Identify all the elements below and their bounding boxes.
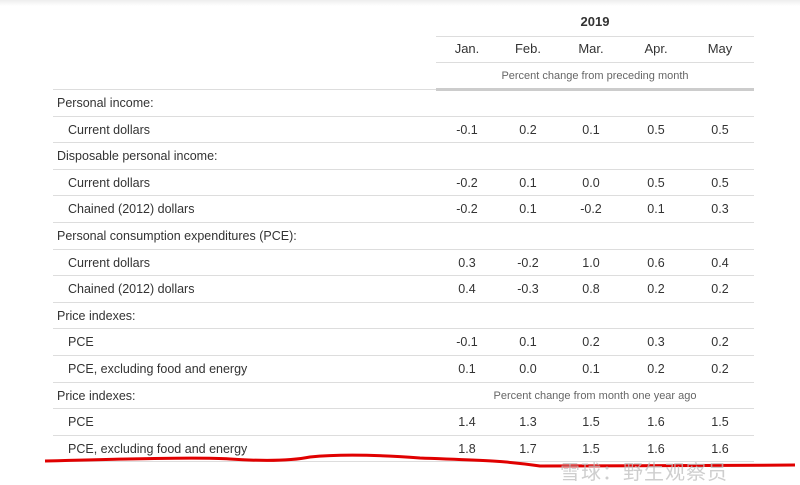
row-label: Personal income: xyxy=(57,96,154,110)
cell-value: 0.5 xyxy=(711,122,729,137)
cell-value: 1.3 xyxy=(519,415,537,430)
top-shadow xyxy=(0,0,800,6)
row-label: Personal consumption expenditures (PCE): xyxy=(57,229,297,243)
divider xyxy=(53,89,436,90)
cell-value: 0.1 xyxy=(519,175,537,190)
month-header: Apr. xyxy=(644,41,668,56)
month-header: Mar. xyxy=(578,41,604,56)
cell-value: -0.2 xyxy=(456,175,478,190)
cell-value: 0.3 xyxy=(458,255,476,270)
divider-thick xyxy=(436,88,754,91)
cell-value: 0.2 xyxy=(582,335,600,350)
subtitle-yearly: Percent change from month one year ago xyxy=(493,389,697,402)
cell-value: 1.4 xyxy=(458,415,476,430)
cell-value: 0.5 xyxy=(647,122,665,137)
row-label: PCE, excluding food and energy xyxy=(68,441,248,456)
cell-value: 0.1 xyxy=(582,122,600,137)
table-row: Current dollars -0.2 0.1 0.0 0.5 0.5 xyxy=(53,170,754,197)
month-header: May xyxy=(707,41,733,56)
table-row: Chained (2012) dollars 0.4 -0.3 0.8 0.2 0.2 xyxy=(53,276,754,303)
cell-value: 1.8 xyxy=(458,441,476,456)
cell-value: 0.2 xyxy=(519,122,537,137)
cell-value: 0.2 xyxy=(711,282,729,297)
cell-value: 0.2 xyxy=(711,362,729,376)
cell-value: 0.1 xyxy=(519,202,537,217)
table-row: PCE, excluding food and energy 0.1 0.0 0.1 0… xyxy=(53,356,754,383)
cell-value: 0.2 xyxy=(647,282,665,297)
year-header: 2019 xyxy=(580,14,610,29)
cell-value: 0.6 xyxy=(647,255,665,270)
cell-value: -0.1 xyxy=(456,122,478,137)
row-label: Current dollars xyxy=(68,175,150,190)
cell-value: -0.2 xyxy=(517,255,539,270)
row-label: Price indexes: xyxy=(57,308,136,323)
table-row: PCE, excluding food and energy 1.8 1.7 1.5 1… xyxy=(53,436,754,463)
cell-value: 1.6 xyxy=(647,415,665,430)
section-row: Disposable personal income: xyxy=(53,143,754,170)
cell-value: 0.8 xyxy=(582,282,600,297)
cell-value: -0.1 xyxy=(456,335,478,350)
cell-value: 1.5 xyxy=(582,441,600,456)
cell-value: -0.3 xyxy=(517,282,539,297)
cell-value: 0.1 xyxy=(582,362,600,376)
cell-value: 0.2 xyxy=(711,335,729,350)
table-row: PCE -0.1 0.1 0.2 0.3 0.2 xyxy=(53,329,754,356)
month-header: Feb. xyxy=(514,41,541,56)
table-row: Current dollars 0.3 -0.2 1.0 0.6 0.4 xyxy=(53,250,754,277)
table-row: PCE 1.4 1.3 1.5 1.6 1.5 xyxy=(53,409,754,436)
cell-value: 1.7 xyxy=(519,441,537,456)
month-header: Jan. xyxy=(454,41,480,56)
cell-value: 0.2 xyxy=(647,362,665,376)
row-label: PCE, excluding food and energy xyxy=(68,362,248,376)
cell-value: 0.1 xyxy=(647,202,665,217)
cell-value: 0.4 xyxy=(711,255,729,270)
row-label: PCE xyxy=(68,335,94,350)
cell-value: 0.0 xyxy=(519,362,537,376)
cell-value: 0.5 xyxy=(647,175,665,190)
section-row: Personal income: xyxy=(53,90,754,117)
row-label: Current dollars xyxy=(68,122,150,137)
cell-value: 0.0 xyxy=(582,175,600,190)
cell-value: 1.6 xyxy=(711,441,729,456)
row-label: PCE xyxy=(68,415,94,430)
row-label: Chained (2012) dollars xyxy=(68,282,195,297)
watermark: 雪球：野生观察员 xyxy=(560,462,728,484)
cell-value: 1.5 xyxy=(711,415,729,430)
section-row: Price indexes: Percent change from month … xyxy=(53,383,754,410)
cell-value: 1.0 xyxy=(582,255,600,270)
section-row: Personal consumption expenditures (PCE): xyxy=(53,223,754,250)
cell-value: 0.1 xyxy=(519,335,537,350)
divider xyxy=(436,62,754,63)
table-row: Current dollars -0.1 0.2 0.1 0.5 0.5 xyxy=(53,117,754,144)
cell-value: 1.5 xyxy=(582,415,600,430)
cell-value: 1.6 xyxy=(647,441,665,456)
row-label: Current dollars xyxy=(68,255,150,270)
row-label: Disposable personal income: xyxy=(57,149,218,164)
cell-value: 0.5 xyxy=(711,175,729,190)
cell-value: 0.4 xyxy=(458,282,476,297)
cell-value: 0.3 xyxy=(647,335,665,350)
table-row: Chained (2012) dollars -0.2 0.1 -0.2 0.1 0.3 xyxy=(53,196,754,223)
row-label: Chained (2012) dollars xyxy=(68,202,195,217)
section-row: Price indexes: xyxy=(53,303,754,330)
cell-value: 0.1 xyxy=(458,362,476,376)
divider xyxy=(436,36,754,37)
cell-value: -0.2 xyxy=(456,202,478,217)
cell-value: 0.3 xyxy=(711,202,729,217)
cell-value: -0.2 xyxy=(580,202,602,217)
row-label: Price indexes: xyxy=(57,388,136,403)
subtitle-monthly: Percent change from preceding month xyxy=(501,70,689,82)
